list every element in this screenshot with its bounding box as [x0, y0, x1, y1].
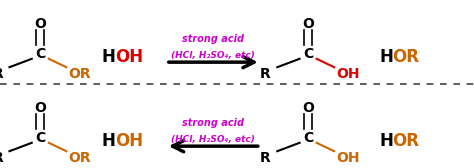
Text: H: H	[102, 48, 116, 66]
Text: C: C	[303, 131, 313, 145]
Text: R: R	[260, 151, 271, 165]
Text: (HCl, H₂SO₄, etc): (HCl, H₂SO₄, etc)	[172, 51, 255, 60]
Text: O: O	[302, 100, 314, 115]
Text: R: R	[0, 151, 3, 165]
Text: OH: OH	[115, 132, 143, 150]
Text: OH: OH	[337, 151, 360, 165]
Text: H: H	[379, 48, 393, 66]
Text: strong acid: strong acid	[182, 118, 244, 128]
Text: R: R	[260, 67, 271, 81]
Text: O: O	[34, 100, 46, 115]
Text: R: R	[0, 67, 3, 81]
Text: H: H	[102, 132, 116, 150]
Text: (HCl, H₂SO₄, etc): (HCl, H₂SO₄, etc)	[172, 135, 255, 144]
Text: H: H	[379, 132, 393, 150]
Text: O: O	[34, 16, 46, 31]
Text: C: C	[303, 47, 313, 61]
Text: OH: OH	[337, 67, 360, 81]
Text: OR: OR	[392, 48, 419, 66]
Text: C: C	[35, 131, 46, 145]
Text: OH: OH	[115, 48, 143, 66]
Text: strong acid: strong acid	[182, 34, 244, 44]
Text: OR: OR	[69, 67, 91, 81]
Text: O: O	[302, 16, 314, 31]
Text: OR: OR	[69, 151, 91, 165]
Text: OR: OR	[392, 132, 419, 150]
Text: C: C	[35, 47, 46, 61]
